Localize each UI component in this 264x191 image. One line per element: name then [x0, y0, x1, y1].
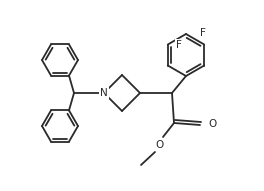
Text: F: F: [176, 40, 182, 49]
Text: F: F: [200, 28, 206, 37]
Text: O: O: [208, 119, 216, 129]
Text: O: O: [155, 140, 163, 150]
Text: N: N: [100, 88, 108, 98]
